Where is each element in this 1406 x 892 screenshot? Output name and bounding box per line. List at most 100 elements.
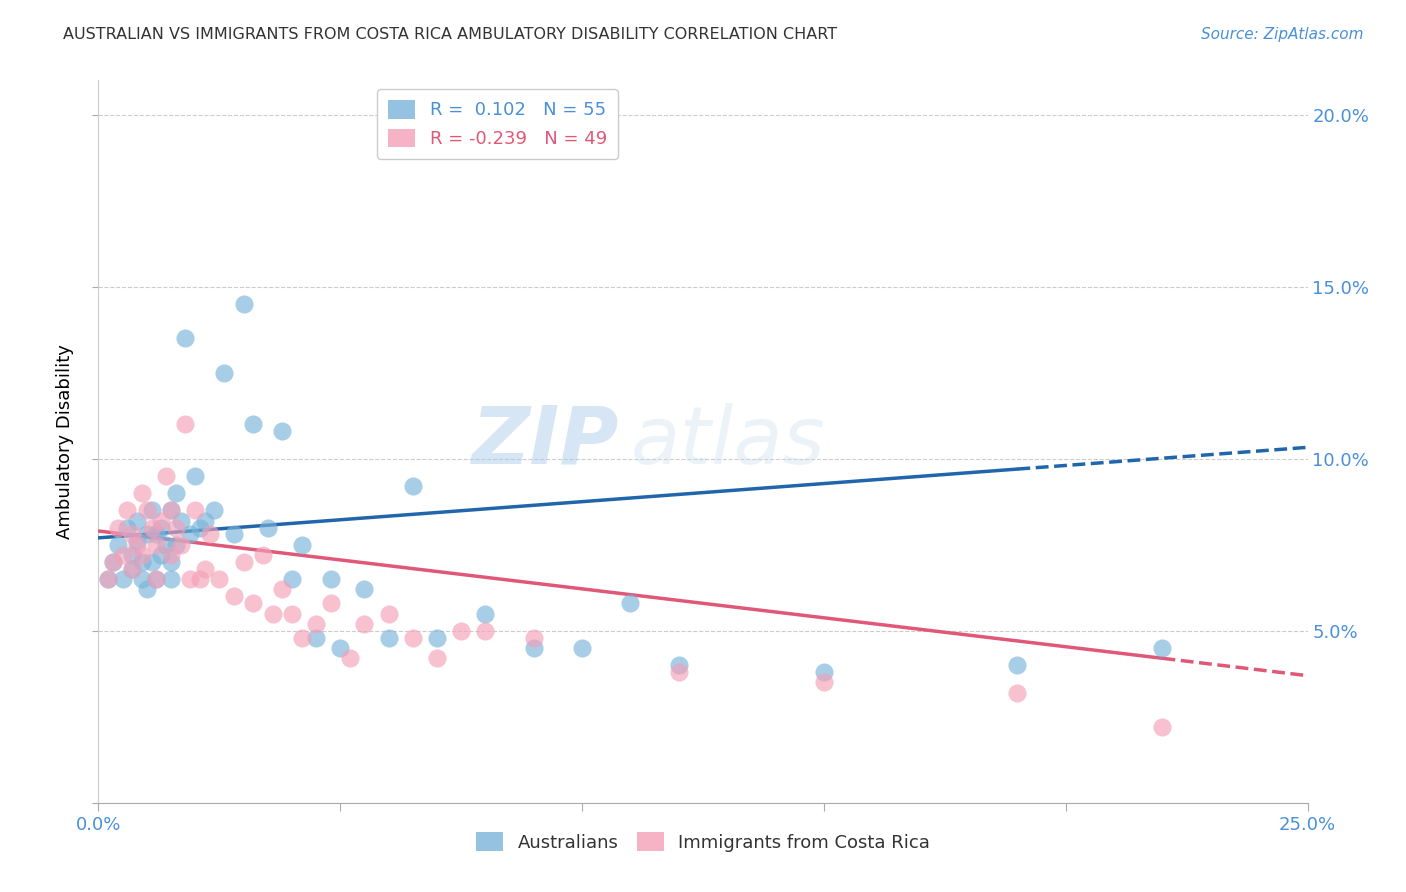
Point [204, 503, 226, 517]
Point [329, 640, 352, 655]
Point [1152, 720, 1174, 734]
Point [813, 665, 835, 679]
Point [141, 555, 163, 569]
Point [160, 555, 183, 569]
Point [232, 297, 254, 311]
Point [305, 631, 328, 645]
Point [179, 527, 201, 541]
Point [111, 548, 134, 562]
Point [127, 538, 149, 552]
Point [135, 527, 157, 541]
Point [184, 469, 207, 483]
Point [426, 631, 449, 645]
Point [97, 572, 120, 586]
Point [145, 572, 167, 586]
Point [402, 631, 425, 645]
Point [523, 640, 546, 655]
Point [107, 538, 129, 552]
Point [188, 572, 211, 586]
Point [232, 555, 254, 569]
Point [160, 503, 183, 517]
Point [1152, 640, 1174, 655]
Point [281, 572, 304, 586]
Point [1007, 686, 1029, 700]
Point [271, 582, 294, 597]
Point [813, 675, 835, 690]
Point [127, 514, 149, 528]
Point [426, 651, 449, 665]
Point [174, 331, 197, 345]
Point [101, 555, 124, 569]
Point [160, 548, 183, 562]
Point [145, 538, 167, 552]
Point [131, 555, 153, 569]
Point [256, 520, 278, 534]
Point [169, 538, 191, 552]
Point [117, 503, 139, 517]
Point [262, 607, 284, 621]
Point [174, 417, 197, 432]
Text: atlas: atlas [630, 402, 825, 481]
Point [668, 665, 690, 679]
Point [571, 640, 593, 655]
Point [474, 624, 496, 638]
Text: ZIP: ZIP [471, 402, 619, 481]
Point [135, 503, 157, 517]
Point [184, 503, 207, 517]
Point [160, 503, 183, 517]
Point [252, 548, 274, 562]
Point [107, 520, 129, 534]
Point [141, 503, 163, 517]
Point [290, 538, 312, 552]
Point [474, 607, 496, 621]
Point [353, 616, 375, 631]
Point [117, 520, 139, 534]
Point [135, 582, 157, 597]
Point [188, 520, 211, 534]
Point [281, 607, 304, 621]
Point [271, 424, 294, 438]
Point [145, 527, 167, 541]
Point [145, 572, 167, 586]
Point [121, 562, 143, 576]
Point [165, 538, 187, 552]
Point [155, 469, 177, 483]
Point [1007, 658, 1029, 673]
Point [402, 479, 425, 493]
Point [305, 616, 328, 631]
Text: AUSTRALIAN VS IMMIGRANTS FROM COSTA RICA AMBULATORY DISABILITY CORRELATION CHART: AUSTRALIAN VS IMMIGRANTS FROM COSTA RICA… [63, 27, 838, 42]
Point [290, 631, 312, 645]
Point [319, 596, 342, 610]
Point [121, 548, 143, 562]
Point [619, 596, 641, 610]
Point [97, 572, 120, 586]
Point [450, 624, 472, 638]
Point [131, 486, 153, 500]
Point [194, 514, 217, 528]
Point [198, 527, 221, 541]
Point [194, 562, 217, 576]
Point [179, 572, 201, 586]
Point [169, 514, 191, 528]
Point [212, 366, 235, 380]
Point [150, 520, 173, 534]
Point [121, 562, 143, 576]
Point [150, 548, 173, 562]
Point [127, 534, 149, 549]
Point [101, 555, 124, 569]
Point [121, 527, 143, 541]
Point [319, 572, 342, 586]
Text: Source: ZipAtlas.com: Source: ZipAtlas.com [1201, 27, 1364, 42]
Point [353, 582, 375, 597]
Point [339, 651, 361, 665]
Point [111, 572, 134, 586]
Point [165, 486, 187, 500]
Point [141, 520, 163, 534]
Y-axis label: Ambulatory Disability: Ambulatory Disability [56, 344, 75, 539]
Point [150, 514, 173, 528]
Point [668, 658, 690, 673]
Point [523, 631, 546, 645]
Point [222, 590, 245, 604]
Point [155, 538, 177, 552]
Point [242, 417, 264, 432]
